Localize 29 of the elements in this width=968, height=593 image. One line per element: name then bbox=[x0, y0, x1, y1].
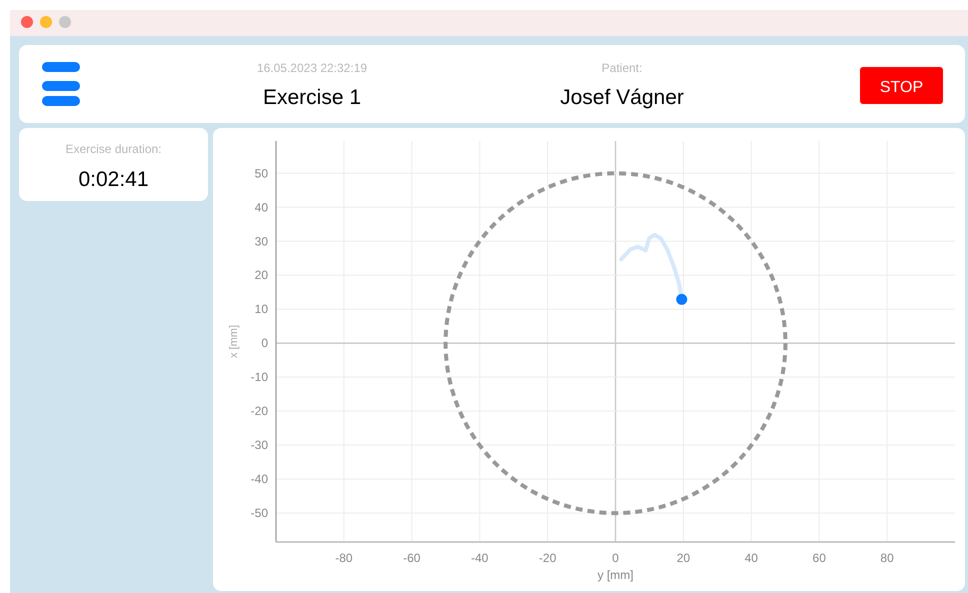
x-tick-label: -40 bbox=[471, 551, 489, 565]
y-tick-label: -40 bbox=[250, 472, 268, 486]
text: Josef Vágner bbox=[560, 86, 684, 109]
x-tick-label: 20 bbox=[676, 551, 690, 565]
chart-subtitle: 16.05.2023 22:32:19 bbox=[256, 61, 368, 75]
y-axis-title: x [mm] bbox=[228, 325, 240, 358]
y-tick-label: 40 bbox=[254, 200, 268, 214]
x-tick-label: -80 bbox=[335, 551, 353, 565]
x-tick-label: 0 bbox=[612, 551, 620, 565]
x-tick-label: 60 bbox=[812, 551, 826, 565]
x-tick-label: 40 bbox=[744, 551, 758, 565]
y-tick-label: 20 bbox=[254, 268, 268, 282]
x-tick-label: -20 bbox=[538, 551, 557, 565]
text: Patient: bbox=[602, 61, 642, 75]
text: STOP bbox=[880, 79, 924, 96]
y-tick-label: -50 bbox=[250, 506, 268, 520]
x-axis-title: y [mm] bbox=[598, 568, 634, 582]
y-tick-label: 50 bbox=[254, 166, 268, 180]
text: Exercise duration: bbox=[65, 142, 162, 156]
y-tick-label: 0 bbox=[261, 336, 268, 350]
y-tick-label: -20 bbox=[250, 404, 268, 418]
text: 0:02:41 bbox=[78, 168, 149, 191]
y-tick-label: 10 bbox=[254, 302, 268, 316]
x-tick-label: 80 bbox=[880, 551, 894, 565]
y-tick-label: -30 bbox=[250, 438, 268, 452]
y-tick-label: 30 bbox=[254, 234, 268, 248]
chart-title: Exercise 1 bbox=[262, 86, 362, 109]
y-tick-label: -10 bbox=[250, 370, 268, 384]
x-tick-label: -60 bbox=[403, 551, 421, 565]
